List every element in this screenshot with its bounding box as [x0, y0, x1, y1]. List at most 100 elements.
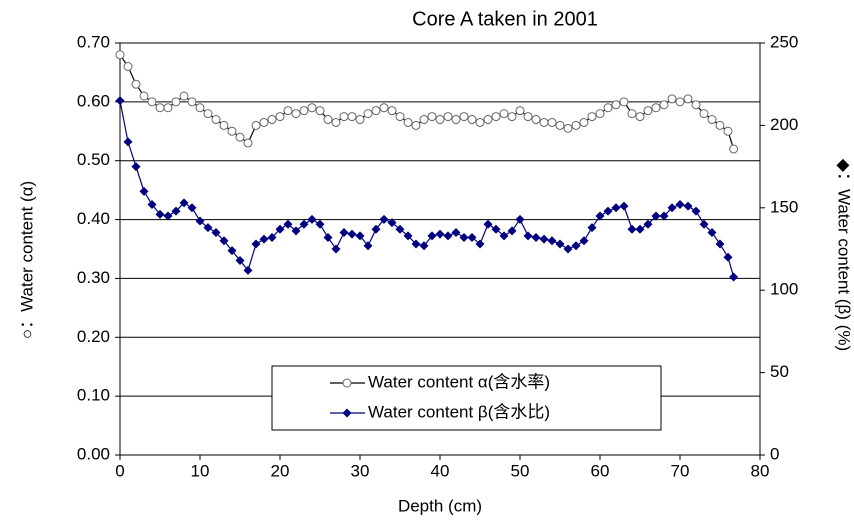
point: [235, 256, 245, 266]
point: [675, 200, 685, 210]
point: [475, 239, 485, 249]
point: [539, 117, 549, 127]
point: [729, 144, 739, 154]
point: [275, 112, 285, 122]
point: [251, 120, 261, 130]
point: [323, 232, 333, 242]
point: [675, 97, 685, 107]
x-tick-label: 20: [271, 461, 290, 480]
point: [291, 226, 301, 236]
point: [163, 103, 173, 113]
point: [475, 117, 485, 127]
point: [147, 200, 157, 210]
point: [299, 106, 309, 116]
point: [603, 206, 613, 216]
point: [595, 211, 605, 221]
point: [251, 239, 261, 249]
point: [411, 239, 421, 249]
x-tick-label: 10: [191, 461, 210, 480]
point: [643, 219, 653, 229]
point: [555, 120, 565, 130]
point: [227, 126, 237, 136]
y-axis-label: ○：Water content (α): [17, 181, 36, 339]
y2-tick-label: 150: [770, 197, 798, 216]
series-line: [119, 100, 735, 278]
point: [707, 228, 717, 238]
point: [179, 91, 189, 101]
point: [315, 219, 325, 229]
point: [211, 115, 221, 125]
point: [299, 219, 309, 229]
point: [342, 408, 352, 418]
point: [515, 106, 525, 116]
point: [243, 265, 253, 275]
point: [171, 97, 181, 107]
point: [531, 115, 541, 125]
point: [211, 228, 221, 238]
point: [283, 106, 293, 116]
point: [635, 224, 645, 234]
legend-label: Water content α(含水率): [368, 372, 550, 391]
point: [683, 201, 693, 211]
point: [667, 94, 677, 104]
point: [339, 228, 349, 238]
point: [259, 234, 269, 244]
legend-label: Water content β(含水比): [368, 402, 550, 421]
point: [331, 244, 341, 254]
point: [667, 203, 677, 213]
y-tick-label: 0.10: [77, 386, 110, 405]
point: [139, 186, 149, 196]
point: [587, 112, 597, 122]
point: [115, 96, 125, 106]
x-tick-label: 30: [351, 461, 370, 480]
point: [547, 117, 557, 127]
point: [435, 229, 445, 239]
point: [451, 228, 461, 238]
point: [155, 103, 165, 113]
point: [123, 137, 133, 147]
point: [307, 103, 317, 113]
point: [187, 203, 197, 213]
point: [515, 214, 525, 224]
y2-tick-label: 200: [770, 115, 798, 134]
point: [459, 232, 469, 242]
legend-box: [271, 365, 662, 431]
point: [427, 112, 437, 122]
point: [491, 112, 501, 122]
point: [291, 109, 301, 119]
point: [395, 224, 405, 234]
y-tick-label: 0.30: [77, 268, 110, 287]
point: [419, 241, 429, 251]
y-tick-label: 0.20: [77, 327, 110, 346]
point: [507, 112, 517, 122]
point: [363, 241, 373, 251]
point: [571, 241, 581, 251]
point: [467, 115, 477, 125]
y2-tick-label: 100: [770, 280, 798, 299]
point: [243, 138, 253, 148]
point: [347, 112, 357, 122]
point: [563, 123, 573, 133]
point: [171, 206, 181, 216]
chart-title: Core A taken in 2001: [412, 8, 598, 30]
point: [339, 112, 349, 122]
point: [363, 109, 373, 119]
point: [483, 115, 493, 125]
y-tick-label: 0.00: [77, 444, 110, 463]
point: [611, 203, 621, 213]
y2-tick-label: 0: [770, 444, 779, 463]
point: [595, 109, 605, 119]
y2-tick-label: 250: [770, 32, 798, 51]
point: [235, 132, 245, 142]
point: [723, 252, 733, 262]
point: [139, 91, 149, 101]
point: [523, 231, 533, 241]
point: [387, 106, 397, 116]
point: [179, 198, 189, 208]
point: [531, 232, 541, 242]
point: [203, 223, 213, 233]
point: [611, 100, 621, 110]
point: [651, 211, 661, 221]
point: [219, 236, 229, 246]
point: [467, 232, 477, 242]
